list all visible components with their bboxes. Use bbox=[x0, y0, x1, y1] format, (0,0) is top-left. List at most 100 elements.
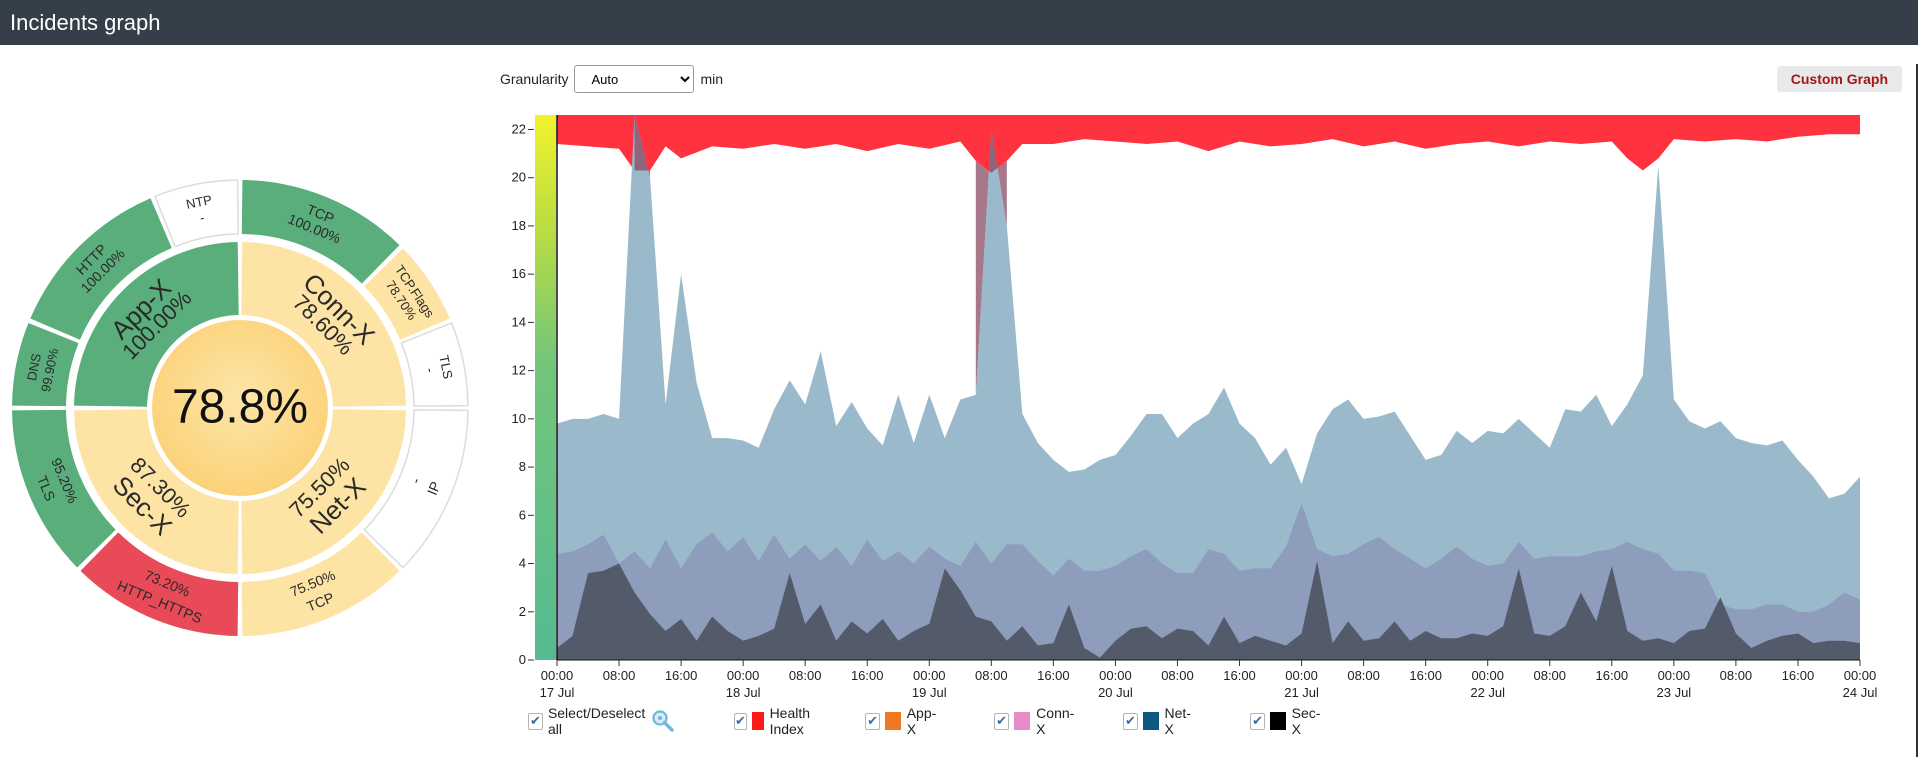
health-sunburst-chart: TCP100.00%TCP.Flags78.70%TLS-IP-TCP75.50… bbox=[12, 179, 469, 636]
sunburst-outer-arc[interactable] bbox=[363, 409, 469, 569]
checkbox-checked-icon[interactable]: ✔ bbox=[1123, 712, 1138, 730]
x-tick-date-label: 18 Jul bbox=[726, 685, 761, 700]
legend-swatch bbox=[1014, 712, 1031, 730]
checkbox-checked-icon[interactable]: ✔ bbox=[994, 712, 1010, 730]
checkbox-checked-icon[interactable]: ✔ bbox=[1250, 712, 1266, 730]
x-tick-time-label: 16:00 bbox=[1223, 668, 1256, 683]
legend-label[interactable]: Conn-X bbox=[1036, 705, 1075, 737]
sunburst-outer-name: DNS bbox=[24, 352, 44, 382]
legend-label[interactable]: Sec-X bbox=[1291, 705, 1321, 737]
legend-swatch bbox=[885, 712, 901, 730]
sunburst-outer-arc[interactable] bbox=[241, 180, 400, 284]
legend-item-app-x[interactable]: ✔ App-X bbox=[865, 705, 941, 737]
x-tick-time-label: 00:00 bbox=[913, 668, 946, 683]
sunburst-inner-arc[interactable] bbox=[241, 409, 406, 574]
x-tick-time-label: 16:00 bbox=[665, 668, 698, 683]
x-tick-date-label: 21 Jul bbox=[1284, 685, 1319, 700]
x-tick-time-label: 08:00 bbox=[1533, 668, 1566, 683]
sunburst-outer-arc[interactable] bbox=[12, 322, 79, 407]
sunburst-outer-arc[interactable] bbox=[364, 248, 450, 340]
x-tick-time-label: 08:00 bbox=[1347, 668, 1380, 683]
sunburst-inner-arc[interactable] bbox=[241, 242, 406, 407]
series-area-sec-x[interactable] bbox=[557, 561, 1860, 660]
magnifier-icon[interactable] bbox=[651, 709, 675, 733]
series-area-app-x[interactable] bbox=[557, 115, 1860, 660]
legend-select-all[interactable]: ✔ Select/Deselect all bbox=[528, 705, 675, 737]
legend-item-net-x[interactable]: ✔ Net-X bbox=[1123, 705, 1195, 737]
legend-label[interactable]: App-X bbox=[906, 705, 937, 737]
x-tick-time-label: 08:00 bbox=[603, 668, 636, 683]
sunburst-outer-value: - bbox=[423, 367, 439, 374]
select-all-label[interactable]: Select/Deselect all bbox=[547, 705, 646, 737]
y-tick-label: 10 bbox=[512, 411, 526, 426]
legend-label[interactable]: Net-X bbox=[1164, 705, 1191, 737]
x-tick-time-label: 08:00 bbox=[975, 668, 1008, 683]
y-tick-label: 0 bbox=[519, 652, 526, 667]
x-tick-date-label: 19 Jul bbox=[912, 685, 947, 700]
checkbox-checked-icon[interactable]: ✔ bbox=[528, 712, 543, 730]
x-tick-time-label: 08:00 bbox=[789, 668, 822, 683]
series-area-health-index[interactable] bbox=[557, 115, 1860, 173]
y-tick-label: 16 bbox=[512, 266, 526, 281]
legend-swatch bbox=[751, 712, 764, 730]
sunburst-center[interactable] bbox=[152, 320, 328, 496]
x-tick-time-label: 16:00 bbox=[1596, 668, 1629, 683]
legend-item-health-index[interactable]: ✔ Health Index bbox=[734, 705, 820, 737]
y-tick-label: 2 bbox=[519, 604, 526, 619]
y-tick-label: 14 bbox=[512, 314, 526, 329]
custom-graph-button[interactable]: Custom Graph bbox=[1776, 66, 1902, 92]
sunburst-inner-arc[interactable] bbox=[74, 409, 239, 574]
sunburst-outer-arc[interactable] bbox=[80, 532, 239, 636]
x-tick-date-label: 23 Jul bbox=[1657, 685, 1692, 700]
y-axis: 0 2 4 6 8 10 12 14 16 18 20 22 bbox=[512, 121, 534, 667]
sunburst-outer-segment[interactable]: NTP- bbox=[153, 179, 239, 248]
sunburst-center-value: 78.8% bbox=[172, 381, 308, 434]
sunburst-outer-name: TLS bbox=[436, 354, 455, 381]
sunburst-outer-arc[interactable] bbox=[241, 532, 400, 636]
sunburst-outer-segment[interactable]: IP- bbox=[363, 409, 469, 569]
x-tick-time-label: 00:00 bbox=[1658, 668, 1691, 683]
incidents-area-chart[interactable]: 0 2 4 6 8 10 12 14 16 18 20 22 00:00 17 Jul 08:00 16:00… bbox=[490, 100, 1880, 710]
sunburst-inner-segment[interactable]: Sec-X87.30% bbox=[74, 409, 239, 574]
sunburst-outer-arc[interactable] bbox=[12, 409, 116, 568]
title-bar: Incidents graph bbox=[0, 0, 1918, 45]
panel-border bbox=[1916, 64, 1918, 757]
y-tick-label: 6 bbox=[519, 507, 526, 522]
sunburst-outer-name: IP bbox=[424, 479, 444, 497]
x-tick-time-label: 08:00 bbox=[1161, 668, 1194, 683]
sunburst-outer-arc[interactable] bbox=[153, 179, 239, 248]
sunburst-inner-arc[interactable] bbox=[74, 242, 239, 407]
x-tick-time-label: 00:00 bbox=[541, 668, 574, 683]
x-tick-time-label: 00:00 bbox=[1471, 668, 1504, 683]
sunburst-outer-value: - bbox=[199, 210, 206, 226]
sunburst-outer-arc[interactable] bbox=[30, 198, 172, 340]
y-tick-label: 18 bbox=[512, 218, 526, 233]
sunburst-outer-arc[interactable] bbox=[400, 321, 469, 407]
granularity-label: Granularity bbox=[500, 71, 569, 87]
legend-label[interactable]: Health Index bbox=[769, 705, 811, 737]
granularity-unit: min bbox=[700, 71, 724, 87]
granularity-controls: Granularity Auto min bbox=[500, 64, 723, 94]
x-tick-time-label: 00:00 bbox=[1099, 668, 1132, 683]
sunburst-outer-segment[interactable]: TLS- bbox=[400, 321, 469, 407]
checkbox-checked-icon[interactable]: ✔ bbox=[865, 712, 881, 730]
sunburst-inner-segment[interactable]: Net-X75.50% bbox=[241, 409, 406, 574]
x-tick-time-label: 00:00 bbox=[1844, 668, 1877, 683]
legend-swatch bbox=[1142, 712, 1159, 730]
checkbox-checked-icon[interactable]: ✔ bbox=[734, 712, 747, 730]
health-gradient-bar bbox=[535, 115, 556, 660]
overlap-peak bbox=[975, 129, 1007, 395]
sunburst-outer-name: NTP bbox=[185, 192, 213, 212]
x-axis: 00:00 17 Jul 08:00 16:00 00:00 18 Jul 08:00 16:… bbox=[540, 660, 1877, 700]
legend-item-sec-x[interactable]: ✔ Sec-X bbox=[1250, 705, 1325, 737]
x-tick-date-label: 17 Jul bbox=[540, 685, 575, 700]
granularity-select[interactable]: Auto bbox=[574, 65, 695, 93]
legend-item-conn-x[interactable]: ✔ Conn-X bbox=[994, 705, 1078, 737]
x-tick-time-label: 08:00 bbox=[1720, 668, 1753, 683]
series-layer bbox=[557, 115, 1860, 660]
page-title: Incidents graph bbox=[10, 10, 161, 35]
